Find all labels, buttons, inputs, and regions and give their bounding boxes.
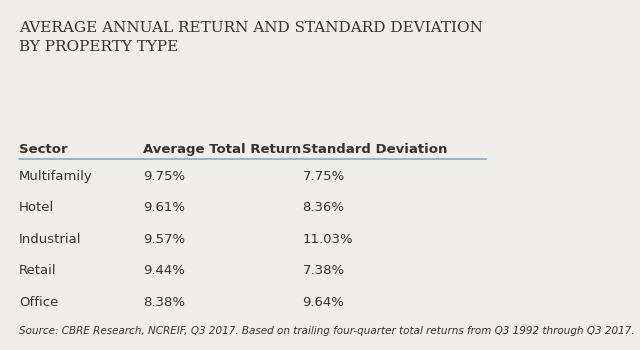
Text: 7.75%: 7.75% [303, 170, 345, 183]
Text: Standard Deviation: Standard Deviation [303, 142, 448, 155]
Text: Average Total Return: Average Total Return [143, 142, 301, 155]
Text: Sector: Sector [19, 142, 68, 155]
Text: Multifamily: Multifamily [19, 170, 93, 183]
Text: 8.38%: 8.38% [143, 296, 186, 309]
Text: 9.44%: 9.44% [143, 264, 185, 277]
Text: 11.03%: 11.03% [303, 233, 353, 246]
Text: 7.38%: 7.38% [303, 264, 344, 277]
Text: 9.64%: 9.64% [303, 296, 344, 309]
Text: Industrial: Industrial [19, 233, 81, 246]
Text: 9.61%: 9.61% [143, 201, 186, 214]
Text: Source: CBRE Research, NCREIF, Q3 2017. Based on trailing four-quarter total ret: Source: CBRE Research, NCREIF, Q3 2017. … [19, 326, 635, 336]
Text: 9.57%: 9.57% [143, 233, 186, 246]
Text: Office: Office [19, 296, 58, 309]
Text: AVERAGE ANNUAL RETURN AND STANDARD DEVIATION
BY PROPERTY TYPE: AVERAGE ANNUAL RETURN AND STANDARD DEVIA… [19, 21, 483, 54]
Text: 8.36%: 8.36% [303, 201, 344, 214]
Text: Hotel: Hotel [19, 201, 54, 214]
Text: Retail: Retail [19, 264, 57, 277]
Text: 9.75%: 9.75% [143, 170, 186, 183]
